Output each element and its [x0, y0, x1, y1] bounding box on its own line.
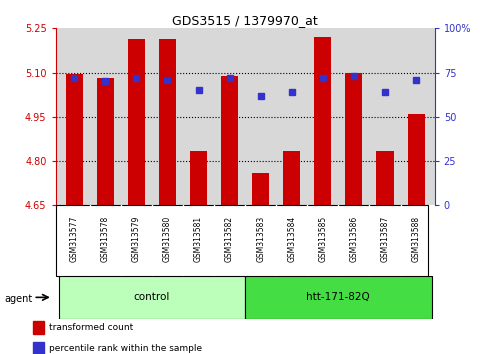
- Text: htt-171-82Q: htt-171-82Q: [307, 292, 370, 302]
- Bar: [376, 151, 394, 205]
- Text: GSM313581: GSM313581: [194, 216, 203, 262]
- Text: GSM313580: GSM313580: [163, 216, 172, 262]
- Text: GSM313582: GSM313582: [225, 216, 234, 262]
- Bar: [283, 151, 300, 205]
- Bar: [128, 39, 145, 205]
- Bar: [58, 276, 245, 319]
- Text: GSM313585: GSM313585: [318, 216, 327, 262]
- Bar: [66, 74, 83, 205]
- Bar: [190, 151, 207, 205]
- Text: control: control: [134, 292, 170, 302]
- Text: GSM313579: GSM313579: [132, 216, 141, 263]
- Text: GSM313586: GSM313586: [349, 216, 358, 262]
- Bar: [33, 342, 44, 354]
- Bar: [33, 321, 44, 334]
- Text: GSM313588: GSM313588: [412, 216, 421, 262]
- Bar: [345, 73, 362, 205]
- Text: percentile rank within the sample: percentile rank within the sample: [49, 344, 202, 353]
- Bar: [314, 37, 331, 205]
- Bar: [252, 173, 269, 205]
- Text: transformed count: transformed count: [49, 323, 134, 332]
- Text: GSM313583: GSM313583: [256, 216, 265, 262]
- Text: GSM313577: GSM313577: [70, 216, 79, 263]
- Text: GSM313584: GSM313584: [287, 216, 296, 262]
- Bar: [221, 75, 238, 205]
- Text: agent: agent: [5, 294, 33, 304]
- Text: GSM313578: GSM313578: [101, 216, 110, 262]
- Bar: [159, 39, 176, 205]
- Title: GDS3515 / 1379970_at: GDS3515 / 1379970_at: [172, 14, 318, 27]
- Bar: [97, 79, 114, 205]
- Bar: [408, 114, 425, 205]
- Bar: [245, 276, 432, 319]
- Text: GSM313587: GSM313587: [381, 216, 389, 262]
